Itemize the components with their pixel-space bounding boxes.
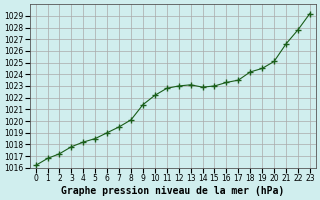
- X-axis label: Graphe pression niveau de la mer (hPa): Graphe pression niveau de la mer (hPa): [61, 186, 284, 196]
